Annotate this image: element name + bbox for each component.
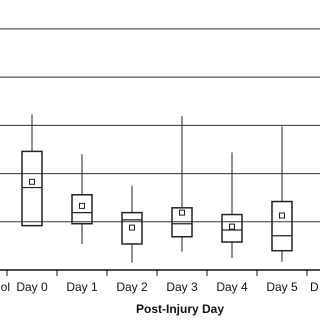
x-axis-label: Post-Injury Day [136, 302, 224, 316]
x-tick-label: D [310, 280, 319, 294]
x-tick-label: Day 1 [66, 280, 98, 294]
mean-marker [79, 202, 85, 209]
box [21, 150, 43, 227]
x-tick-label: Day 0 [16, 280, 48, 294]
mean-marker [229, 223, 235, 230]
mean-marker [279, 212, 285, 219]
mean-marker [179, 209, 185, 216]
mean-marker [29, 178, 35, 185]
x-tick-label: Day 4 [216, 280, 248, 294]
mean-marker [129, 224, 135, 231]
box [171, 207, 193, 238]
x-tick-label: Day 5 [266, 280, 298, 294]
box [121, 211, 143, 245]
x-tick-label: Day 2 [116, 280, 148, 294]
x-tick-label: ol [1, 280, 10, 294]
box [221, 213, 243, 243]
box [271, 200, 293, 252]
box [71, 194, 93, 225]
x-tick-label: Day 3 [166, 280, 198, 294]
